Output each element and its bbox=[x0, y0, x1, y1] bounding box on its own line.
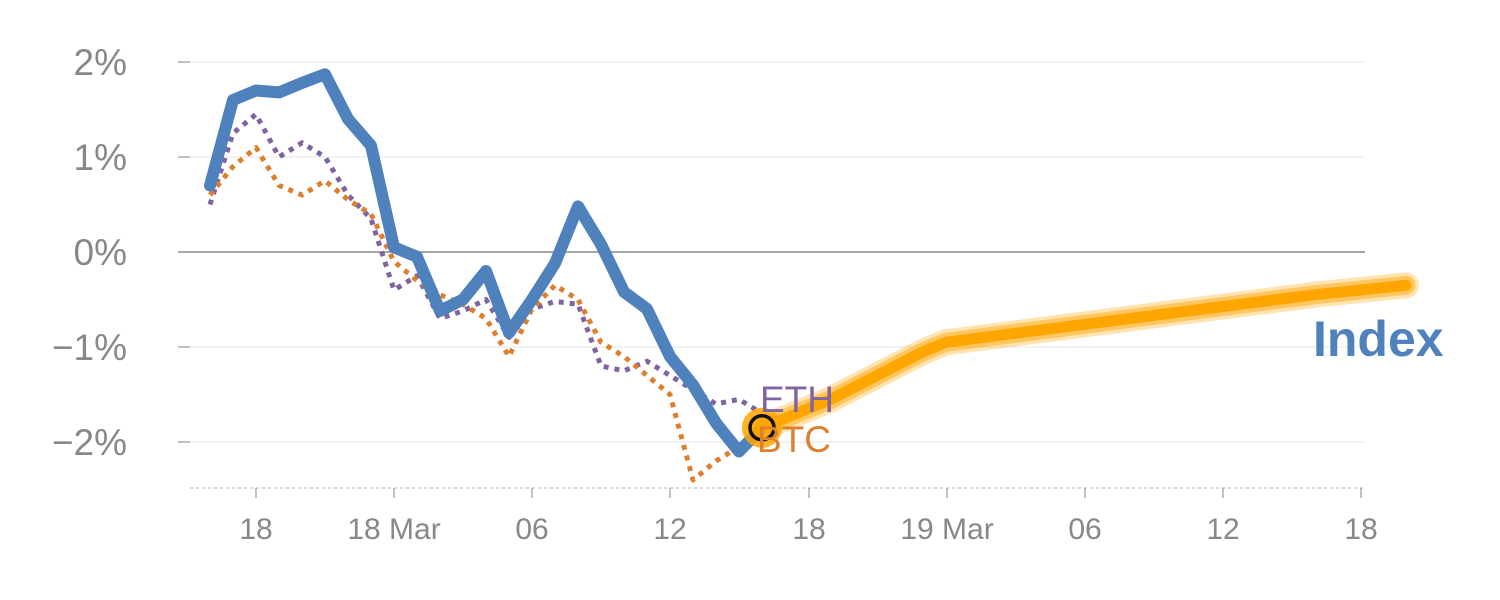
x-tick-label: 19 Mar bbox=[900, 513, 993, 546]
x-tick-label: 06 bbox=[515, 513, 548, 546]
y-tick-label: −1% bbox=[52, 327, 127, 368]
x-tick-label: 06 bbox=[1068, 513, 1101, 546]
series-line-btc bbox=[208, 145, 764, 483]
forecast-layer bbox=[742, 272, 1419, 448]
x-tick-label: 18 bbox=[1344, 513, 1377, 546]
y-tick-label: 1% bbox=[74, 137, 127, 178]
series-label-btc: BTC bbox=[757, 419, 831, 460]
x-tick-label: 18 Mar bbox=[347, 513, 440, 546]
x-tick-label: 12 bbox=[1206, 513, 1239, 546]
x-tick-label: 18 bbox=[239, 513, 272, 546]
forecast-band-core bbox=[756, 279, 1412, 434]
y-tick-label: −2% bbox=[52, 422, 127, 463]
y-tick-label: 2% bbox=[74, 42, 127, 83]
forecast-band-outer bbox=[749, 272, 1419, 441]
x-tick-label: 12 bbox=[653, 513, 686, 546]
series-line-index bbox=[204, 68, 768, 458]
series-line-eth bbox=[207, 111, 764, 416]
series-layer bbox=[204, 68, 768, 483]
x-tick-label: 18 bbox=[792, 513, 825, 546]
y-tick-label: 0% bbox=[74, 232, 127, 273]
current-point-marker bbox=[748, 414, 776, 442]
current-point-halo bbox=[742, 407, 782, 448]
series-label-eth: ETH bbox=[760, 379, 834, 420]
series-label-index: Index bbox=[1313, 311, 1444, 367]
axis-layer: 2% 1% 0% −1% −2% 18 18 Mar 06 12 18 19 Mar 06 12 18 bbox=[52, 42, 1378, 546]
